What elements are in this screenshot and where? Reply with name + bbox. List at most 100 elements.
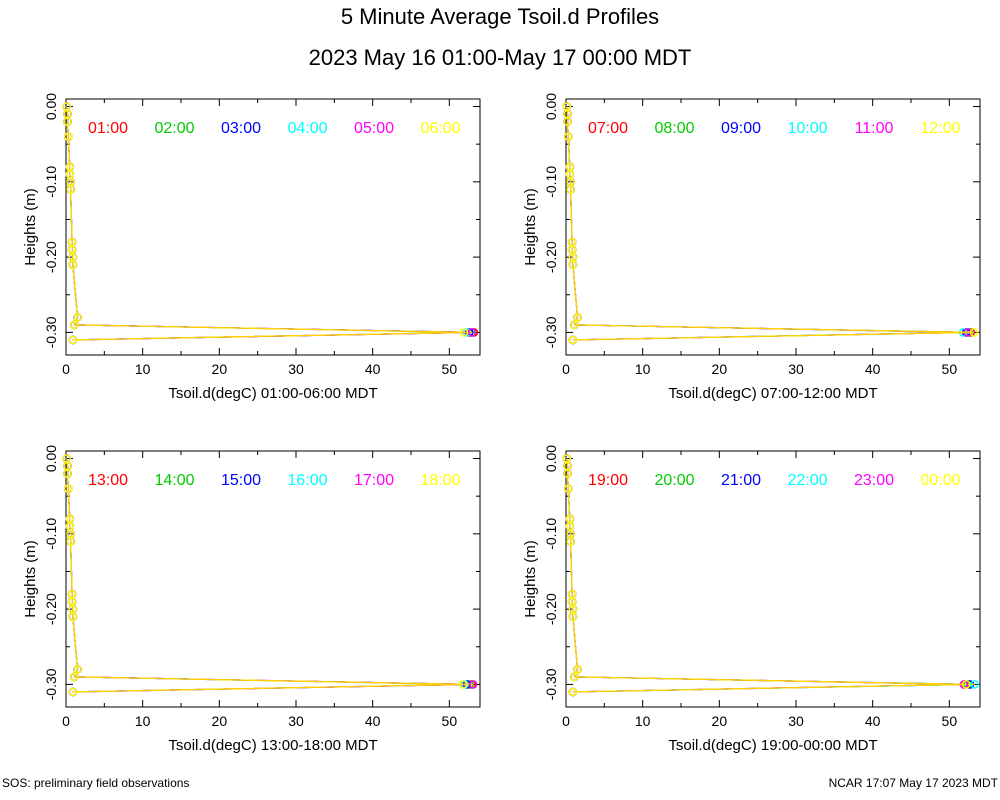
profile-panel: 0 10 20 30 40 50 -0.30 -0.20 -0.10 0.00 Tsoil.d(de…	[522, 93, 981, 402]
footer-note: SOS: preliminary field observations	[2, 776, 190, 790]
y-tick-label: -0.10	[43, 518, 59, 550]
series-line-shadow	[66, 106, 472, 341]
x-axis-label: Tsoil.d(degC) 07:00-12:00 MDT	[668, 385, 877, 402]
x-tick-label: 30	[288, 713, 304, 729]
x-tick-label: 50	[942, 361, 958, 377]
y-tick-label: 0.00	[543, 93, 559, 120]
legend-entry: 17:00	[354, 472, 394, 489]
x-tick-label: 10	[635, 361, 651, 377]
series-point	[70, 672, 79, 682]
x-tick-label: 0	[62, 361, 70, 377]
series-point	[468, 328, 477, 337]
series-point	[63, 117, 72, 126]
series-line	[566, 458, 971, 693]
series-line-shadow	[566, 106, 968, 341]
y-tick-label: -0.10	[543, 518, 559, 550]
series-point	[573, 313, 582, 322]
series-point	[64, 484, 73, 493]
x-tick-label: 50	[442, 361, 458, 377]
profile-panel: 0 10 20 30 40 50 -0.30 -0.20 -0.10 0.00 Tsoil.d(de…	[22, 93, 481, 402]
series-line-shadow	[66, 458, 470, 693]
legend-entry: 08:00	[654, 120, 694, 137]
series-line-shadow	[566, 458, 975, 693]
x-tick-label: 0	[62, 713, 70, 729]
series-point	[68, 260, 78, 269]
y-tick-label: -0.20	[543, 241, 559, 273]
x-tick-label: 40	[365, 361, 381, 377]
series-line-shadow	[566, 458, 968, 693]
series-line-shadow	[66, 458, 468, 693]
x-tick-label: 40	[865, 361, 881, 377]
series-line-shadow	[66, 106, 473, 341]
y-tick-label: -0.30	[43, 316, 59, 348]
plot-frame	[565, 98, 981, 356]
series-point	[68, 612, 78, 621]
x-tick-label: 0	[562, 713, 570, 729]
legend-entry: 12:00	[920, 120, 960, 137]
series-point	[570, 672, 579, 682]
legend-entry: 16:00	[287, 472, 327, 489]
plot-frame	[565, 450, 981, 708]
chart-title: 5 Minute Average Tsoil.d Profiles	[340, 4, 660, 29]
series-point	[564, 132, 573, 141]
x-tick-label: 20	[712, 361, 728, 377]
legend-entry: 01:00	[88, 120, 128, 137]
series-line	[66, 106, 472, 341]
series-line	[566, 106, 968, 341]
series-point	[970, 680, 979, 689]
y-axis-label: Heights (m)	[22, 188, 39, 266]
series-line	[66, 458, 474, 693]
series-line	[566, 458, 968, 693]
plot-frame	[65, 450, 481, 708]
series-line-shadow	[566, 106, 974, 341]
series-point	[458, 680, 468, 689]
series-line	[66, 106, 464, 341]
legend-entry: 10:00	[787, 120, 827, 137]
series-point	[66, 185, 75, 194]
legend-entry: 03:00	[221, 120, 261, 137]
y-tick-label: -0.30	[43, 668, 59, 700]
x-axis-label: Tsoil.d(degC) 13:00-18:00 MDT	[168, 737, 377, 754]
series-line-shadow	[66, 458, 474, 693]
series-line	[66, 458, 464, 693]
series-point	[73, 313, 82, 322]
x-axis-label: Tsoil.d(degC) 01:00-06:00 MDT	[168, 385, 377, 402]
x-tick-label: 10	[135, 713, 151, 729]
series-line	[66, 458, 472, 693]
series-line	[66, 458, 465, 693]
series-point	[64, 132, 73, 141]
series-line-shadow	[566, 106, 967, 341]
series-line	[566, 106, 967, 341]
legend-entry: 07:00	[588, 120, 628, 137]
y-tick-label: -0.10	[43, 166, 59, 198]
series-point	[63, 469, 72, 478]
series-line-shadow	[66, 458, 472, 693]
series-line-shadow	[566, 458, 967, 693]
legend-entry: 11:00	[855, 120, 894, 137]
series-point	[66, 537, 75, 546]
series-point	[468, 680, 478, 689]
y-tick-label: -0.20	[43, 241, 59, 273]
footer-timestamp: NCAR 17:07 May 17 2023 MDT	[828, 776, 998, 790]
y-tick-label: -0.20	[543, 593, 559, 625]
series-line	[66, 106, 468, 341]
x-axis-label: Tsoil.d(degC) 19:00-00:00 MDT	[668, 737, 877, 754]
y-axis-label: Heights (m)	[22, 540, 39, 618]
series-point	[568, 687, 578, 697]
series-line-shadow	[66, 106, 464, 341]
y-tick-label: -0.30	[543, 316, 559, 348]
series-point	[969, 328, 979, 337]
profile-panel: 0 10 20 30 40 50 -0.30 -0.20 -0.10 0.00 Tsoil.d(de…	[22, 445, 481, 754]
x-tick-label: 20	[712, 713, 728, 729]
legend-entry: 02:00	[154, 120, 194, 137]
x-tick-label: 40	[865, 713, 881, 729]
y-tick-label: -0.10	[543, 166, 559, 198]
x-tick-label: 0	[562, 361, 570, 377]
series-point	[73, 665, 82, 674]
series-line-shadow	[66, 458, 464, 693]
series-point	[566, 185, 575, 194]
legend-entry: 19:00	[588, 472, 628, 489]
x-tick-label: 10	[635, 713, 651, 729]
series-point	[563, 117, 572, 126]
series-point	[568, 260, 578, 269]
